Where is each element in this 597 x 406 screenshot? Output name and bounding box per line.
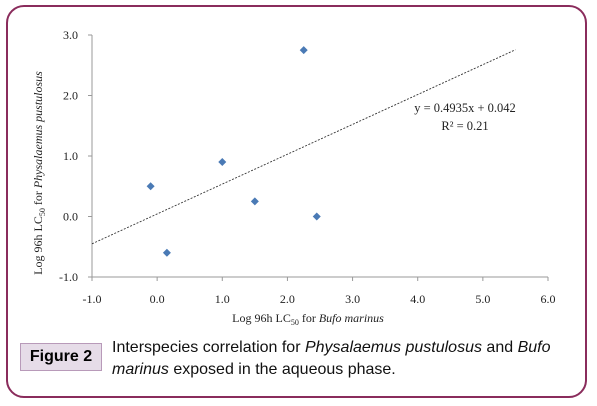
figure-number-badge: Figure 2 <box>20 343 102 371</box>
r-squared-label: R² = 0.21 <box>441 119 488 133</box>
data-point <box>218 158 227 167</box>
figure-caption: Interspecies correlation for Physalaemus… <box>112 339 551 378</box>
y-tick-label: 2.0 <box>63 89 78 103</box>
figure-frame <box>6 5 587 398</box>
y-tick-label: 0.0 <box>63 210 78 224</box>
data-point <box>312 212 321 221</box>
data-point <box>162 248 171 257</box>
trendline <box>91 49 516 245</box>
x-tick-label: -1.0 <box>83 292 102 306</box>
x-tick-label: 5.0 <box>475 292 490 306</box>
data-point <box>250 197 259 206</box>
x-tick-label: 4.0 <box>410 292 425 306</box>
x-axis-label: Log 96h LC50 for Bufo marinus <box>232 311 384 327</box>
scatter-chart: -1.0 0.0 1.0 2.0 3.0 4.0 5.0 6.0 3.0 2.0 1.0 0.0 -1.… <box>31 28 556 327</box>
x-tick-label: 6.0 <box>541 292 556 306</box>
y-tick-label: -1.0 <box>59 270 78 284</box>
x-tick-label: 2.0 <box>280 292 295 306</box>
equation-label: y = 0.4935x + 0.042 <box>414 101 516 115</box>
data-point <box>299 46 308 55</box>
x-tick-label: 3.0 <box>345 292 360 306</box>
data-point <box>146 182 155 191</box>
x-tick-label: 1.0 <box>215 292 230 306</box>
x-tick-label: 0.0 <box>150 292 165 306</box>
y-tick-label: 3.0 <box>63 28 78 42</box>
y-tick-label: 1.0 <box>63 149 78 163</box>
y-axis-label: Log 96h LC50 for Physalaemus pustulosus <box>31 71 47 275</box>
